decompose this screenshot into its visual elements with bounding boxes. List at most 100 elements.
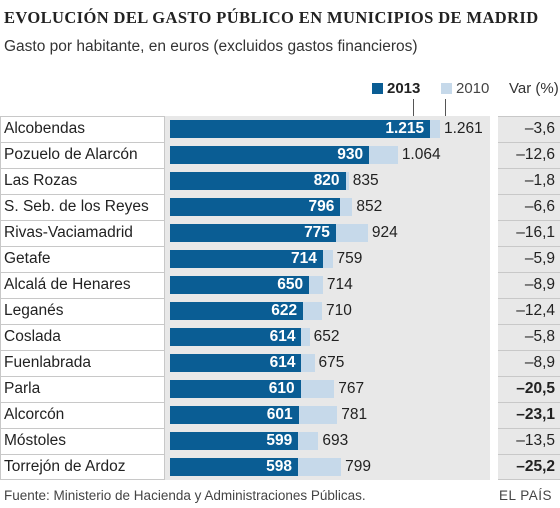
- legend-item-2010: 2010: [441, 80, 489, 97]
- var-pct-value: –3,6: [524, 120, 555, 137]
- category-label: Alcobendas: [4, 120, 86, 137]
- data-label-2010: 675: [318, 354, 345, 371]
- row-divider: [0, 272, 165, 273]
- data-label-2010: 852: [356, 198, 383, 215]
- legend-connector-2010: [445, 99, 446, 119]
- source-note: Fuente: Ministerio de Hacienda y Adminis…: [4, 488, 366, 503]
- bar-2013: [170, 250, 323, 268]
- row-divider: [0, 402, 165, 403]
- var-pct-value: –12,6: [516, 146, 555, 163]
- var-pct-value: –13,5: [516, 432, 555, 449]
- var-row-divider: [498, 142, 560, 143]
- category-label: Getafe: [4, 250, 51, 267]
- data-label-2010: 759: [336, 250, 363, 267]
- var-row-divider: [498, 246, 560, 247]
- category-label: Coslada: [4, 328, 61, 345]
- var-pct-value: –16,1: [516, 224, 555, 241]
- data-label-2013: 622: [271, 302, 298, 319]
- var-pct-value: –25,2: [516, 458, 555, 475]
- data-label-2010: 767: [338, 380, 365, 397]
- data-label-2013: 614: [269, 354, 296, 371]
- bar-2013: [170, 380, 301, 398]
- bar-2013: [170, 354, 302, 372]
- data-label-2010: 799: [345, 458, 371, 475]
- bar-2013: [170, 432, 299, 450]
- data-label-2010: 714: [326, 276, 353, 293]
- data-label-2013: 930: [337, 146, 364, 163]
- var-row-divider: [498, 454, 560, 455]
- category-label: Leganés: [4, 302, 64, 319]
- data-label-2013: 601: [266, 406, 293, 423]
- category-label: Rivas-Vaciamadrid: [4, 224, 133, 241]
- data-label-2010: 781: [341, 406, 368, 423]
- category-label: Parla: [4, 380, 41, 397]
- data-label-2010: 924: [371, 224, 398, 241]
- data-label-2013: 614: [269, 328, 296, 345]
- var-row-divider: [498, 194, 560, 195]
- row-divider: [0, 350, 165, 351]
- var-pct-value: –5,8: [524, 328, 555, 345]
- row-divider: [0, 324, 165, 325]
- var-row-divider: [498, 272, 560, 273]
- legend-label-2013: 2013: [387, 80, 421, 97]
- var-pct-value: –8,9: [524, 276, 555, 293]
- plot-area: [165, 116, 490, 480]
- category-label: S. Seb. de los Reyes: [4, 198, 149, 215]
- chart-subtitle: Gasto por habitante, en euros (excluidos…: [4, 38, 418, 55]
- data-label-2010: 710: [326, 302, 352, 319]
- row-divider: [0, 428, 165, 429]
- legend-swatch-2010: [441, 83, 452, 94]
- bar-2013: [170, 224, 336, 242]
- category-label: Pozuelo de Alarcón: [4, 146, 138, 163]
- data-label-2010: 1.261: [444, 120, 483, 137]
- row-divider: [0, 168, 165, 169]
- row-divider: [0, 246, 165, 247]
- var-row-divider: [498, 298, 560, 299]
- bar-2013: [170, 120, 431, 138]
- data-label-2013: 820: [313, 172, 340, 189]
- var-pct-value: –6,6: [524, 198, 555, 215]
- var-row-divider: [498, 350, 560, 351]
- data-label-2010: 1.064: [401, 146, 441, 163]
- var-pct-value: –23,1: [516, 406, 555, 423]
- bar-2013: [170, 276, 310, 294]
- var-row-divider: [498, 402, 560, 403]
- data-label-2013: 714: [291, 250, 317, 267]
- category-label: Fuenlabrada: [4, 354, 92, 371]
- var-row-divider: [498, 168, 560, 169]
- var-pct-value: –20,5: [516, 380, 555, 397]
- legend-label-2010: 2010: [456, 80, 490, 97]
- brand-logo-text: EL PAÍS: [498, 488, 552, 503]
- bar-2013: [170, 198, 341, 216]
- category-label: Alcalá de Henares: [4, 276, 131, 293]
- category-label: Móstoles: [4, 432, 67, 449]
- legend-swatch-2013: [372, 83, 383, 94]
- data-label-2013: 598: [266, 458, 293, 475]
- category-label: Las Rozas: [4, 172, 78, 189]
- var-column-header: Var (%): [509, 80, 559, 97]
- row-divider: [0, 194, 165, 195]
- chart-title: EVOLUCIÓN DEL GASTO PÚBLICO EN MUNICIPIO…: [4, 8, 539, 27]
- data-label-2013: 650: [277, 276, 304, 293]
- var-pct-value: –12,4: [516, 302, 555, 319]
- bar-2013: [170, 458, 299, 476]
- bar-2013: [170, 302, 304, 320]
- data-label-2013: 1.215: [385, 120, 425, 137]
- data-label-2013: 775: [304, 224, 330, 241]
- data-label-2010: 835: [352, 172, 379, 189]
- bar-2013: [170, 172, 346, 190]
- bar-2013: [170, 328, 302, 346]
- var-pct-value: –8,9: [524, 354, 555, 371]
- category-label: Alcorcón: [4, 406, 65, 423]
- var-pct-value: –5,9: [524, 250, 555, 267]
- var-row-divider: [498, 376, 560, 377]
- legend-connector-2013: [413, 99, 414, 119]
- data-label-2010: 693: [322, 432, 349, 449]
- var-row-divider: [498, 220, 560, 221]
- bar-2013: [170, 406, 299, 424]
- var-row-divider: [498, 428, 560, 429]
- row-divider: [0, 376, 165, 377]
- legend-item-2013: 2013: [372, 80, 420, 97]
- row-divider: [0, 220, 165, 221]
- data-label-2013: 610: [268, 380, 295, 397]
